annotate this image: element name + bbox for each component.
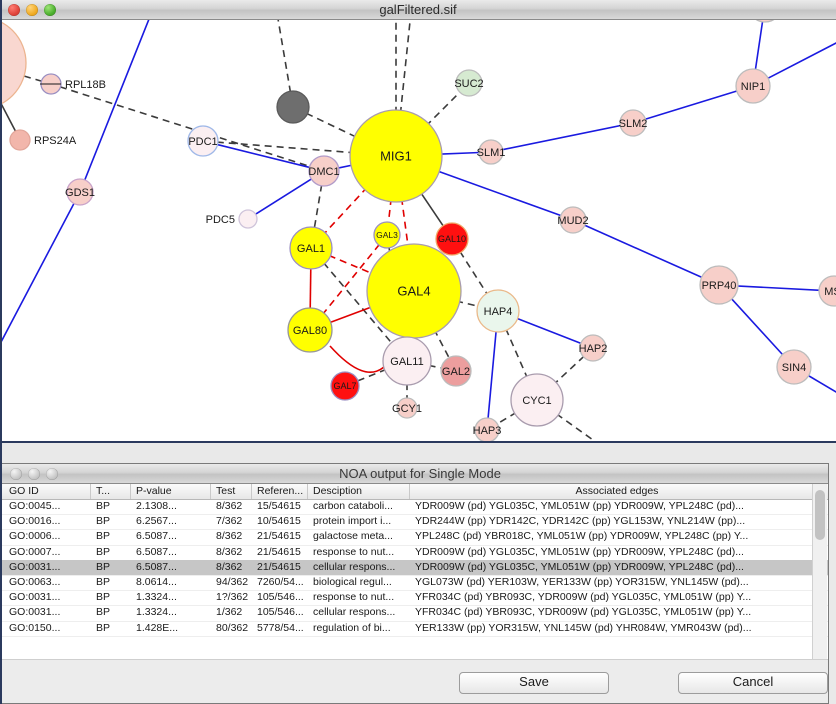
svg-text:GDS1: GDS1 [65,187,95,199]
svg-text:SUC2: SUC2 [454,78,483,90]
svg-text:MUD2: MUD2 [557,215,588,227]
svg-text:HAP4: HAP4 [484,306,513,318]
svg-text:GAL2: GAL2 [442,366,470,378]
svg-text:GAL80: GAL80 [293,325,327,337]
svg-text:SIN4: SIN4 [782,362,806,374]
svg-text:SLM2: SLM2 [619,118,648,130]
svg-text:RPL18B: RPL18B [65,79,106,91]
svg-text:GCY1: GCY1 [392,403,422,415]
svg-text:GAL3: GAL3 [376,230,398,240]
svg-text:RPS24A: RPS24A [34,135,77,147]
svg-text:MIG1: MIG1 [380,149,412,164]
svg-text:GAL10: GAL10 [438,234,466,244]
svg-text:MSI: MSI [824,286,836,298]
svg-text:DMC1: DMC1 [308,166,339,178]
svg-text:PRP40: PRP40 [702,280,737,292]
svg-text:GAL4: GAL4 [397,284,430,299]
svg-text:GAL7: GAL7 [333,381,356,391]
svg-text:PDC5: PDC5 [206,214,235,226]
svg-text:NIP1: NIP1 [741,81,765,93]
svg-text:PDC1: PDC1 [188,136,217,148]
svg-text:CYC1: CYC1 [522,395,551,407]
svg-text:HAP2: HAP2 [579,343,608,355]
svg-text:GAL11: GAL11 [390,356,423,368]
svg-text:GAL1: GAL1 [297,243,325,255]
svg-text:HAP3: HAP3 [473,425,502,437]
svg-text:SLM1: SLM1 [477,147,506,159]
